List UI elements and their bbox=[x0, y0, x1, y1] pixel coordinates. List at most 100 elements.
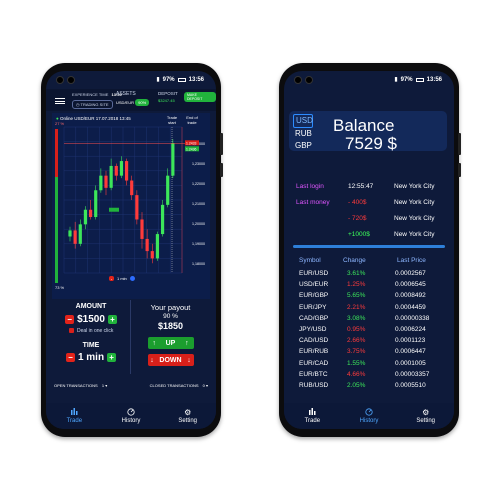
camera-icon bbox=[305, 76, 313, 84]
gear-icon: ⚙ bbox=[422, 407, 430, 417]
amount-value[interactable]: $1500 bbox=[77, 314, 105, 325]
trading-site-button[interactable]: ◷ TRADING SITE bbox=[72, 100, 113, 109]
quote-row[interactable]: EUR/USD 3.61% 0.0002567 bbox=[291, 269, 451, 280]
quote-row[interactable]: USD/EUR 1.25% 0.0006545 bbox=[291, 280, 451, 291]
arrow-up-icon: ↑ bbox=[152, 339, 156, 347]
quote-price: 0.0001005 bbox=[395, 359, 426, 367]
candle-body bbox=[135, 195, 139, 220]
y-tick-label: 1,20000 bbox=[192, 222, 205, 226]
nav-setting-label: Setting bbox=[178, 418, 198, 424]
currency-gbp[interactable]: GBP bbox=[295, 141, 312, 150]
candle-body bbox=[68, 230, 72, 237]
nav-history[interactable]: History bbox=[341, 403, 398, 429]
menu-icon[interactable] bbox=[55, 98, 65, 104]
bottom-nav: Trade History ⚙ Setting bbox=[284, 403, 454, 429]
time-minus-button[interactable]: − bbox=[65, 353, 75, 362]
quote-row[interactable]: RUB/USD 2.05% 0.0005510 bbox=[291, 381, 451, 392]
balance-screen: ▮ 97% 13:56 USD RUB GBP Balance 7529 $ L… bbox=[284, 71, 454, 429]
candle-body bbox=[124, 161, 129, 181]
quotes-header: Symbol Change Last Price bbox=[291, 255, 451, 269]
quote-row[interactable]: EUR/CAD 1.55% 0.0001005 bbox=[291, 359, 451, 370]
time-plus-button[interactable]: + bbox=[107, 353, 117, 362]
quote-row[interactable]: EUR/RUB 3.75% 0.0006447 bbox=[291, 347, 451, 358]
history-row: Last login 12:55:47 New York City bbox=[296, 180, 451, 196]
candles-icon bbox=[70, 408, 78, 416]
currency-usd[interactable]: USD bbox=[293, 114, 313, 128]
battery-icon bbox=[177, 77, 186, 82]
quote-symbol: USD/EUR bbox=[299, 281, 329, 289]
amount-plus-button[interactable]: + bbox=[107, 315, 117, 324]
quote-price: 0.0001123 bbox=[395, 337, 426, 345]
volume-button bbox=[220, 133, 223, 155]
quote-change: 3.61% bbox=[347, 270, 366, 277]
nav-trade-label: Trade bbox=[304, 418, 321, 424]
quote-change: 3.08% bbox=[347, 314, 366, 322]
candle-body bbox=[104, 175, 108, 188]
candles-icon bbox=[308, 408, 316, 416]
phone-balance: ▮ 97% 13:56 USD RUB GBP Balance 7529 $ L… bbox=[279, 63, 461, 437]
quote-change: 3.75% bbox=[347, 348, 366, 356]
balance-value: 7529 $ bbox=[345, 134, 397, 153]
candlestick-chart[interactable]: 1,240001,230001,220001,210001,200001,190… bbox=[52, 113, 210, 299]
candle-body bbox=[145, 238, 149, 252]
assets-label: ASSETS bbox=[116, 91, 136, 97]
amount-column: AMOUNT − $1500 + Deal in one click TIME … bbox=[52, 300, 131, 374]
header-last-price: Last Price bbox=[397, 257, 426, 264]
deposit-value: $3247.45 bbox=[158, 98, 175, 103]
deposit-label: DEPOSIT bbox=[158, 91, 178, 96]
up-button[interactable]: ↑ UP ↑ bbox=[147, 337, 194, 349]
closed-transactions-label: CLOSED TRANSACTIONS bbox=[149, 383, 199, 388]
quote-row[interactable]: CAD/USD 2.66% 0.0001123 bbox=[291, 336, 451, 347]
candle-body bbox=[114, 165, 118, 176]
amount-minus-button[interactable]: − bbox=[65, 315, 75, 324]
online-dot-icon: ● bbox=[56, 116, 59, 121]
quote-symbol: JPY/USD bbox=[299, 325, 327, 333]
quote-price: 0.0004459 bbox=[395, 303, 426, 311]
closed-transactions-count: 0 bbox=[202, 383, 205, 388]
timer-label: 1 min bbox=[117, 276, 127, 281]
quote-symbol: EUR/JPY bbox=[299, 303, 327, 311]
battery-percent: 97% bbox=[162, 76, 175, 83]
history-amount: +1000$ bbox=[348, 231, 370, 238]
currency-rub[interactable]: RUB bbox=[295, 129, 312, 138]
status-bar: ▮ 97% 13:56 bbox=[46, 71, 216, 89]
quote-row[interactable]: EUR/BTC 4.66% 0.00003357 bbox=[291, 370, 451, 381]
history-city: New York City bbox=[394, 215, 435, 222]
deal-checkbox[interactable] bbox=[68, 328, 74, 334]
open-transactions-count: 1 bbox=[101, 383, 105, 388]
asset-value[interactable]: USD/EUR bbox=[116, 100, 135, 105]
quote-symbol: CAD/GBP bbox=[299, 314, 329, 322]
down-button[interactable]: ↓ DOWN ↓ bbox=[147, 354, 194, 366]
nav-setting[interactable]: ⚙ Setting bbox=[397, 403, 454, 429]
quote-change: 4.66% bbox=[347, 370, 366, 378]
nav-trade[interactable]: Trade bbox=[284, 403, 341, 429]
candle-body bbox=[83, 209, 88, 225]
open-transactions-tab[interactable]: OPEN TRANSACTIONS 1 ▾ bbox=[54, 383, 107, 393]
quote-row[interactable]: EUR/JPY 2.21% 0.0004459 bbox=[291, 303, 451, 314]
timer-minus-button[interactable]: - bbox=[109, 275, 114, 281]
nav-history[interactable]: History bbox=[103, 403, 160, 429]
nav-trade[interactable]: Trade bbox=[46, 403, 103, 429]
gear-icon: ⚙ bbox=[184, 407, 192, 417]
deal-label: Deal in one click bbox=[76, 328, 114, 334]
quote-row[interactable]: JPY/USD 0.95% 0.0006224 bbox=[291, 325, 451, 336]
percent-top: 27 % bbox=[55, 121, 65, 126]
timer-plus-button[interactable] bbox=[129, 276, 135, 281]
gauge-icon bbox=[127, 408, 135, 416]
camera-icon bbox=[67, 76, 75, 84]
up-label: UP bbox=[165, 339, 176, 347]
y-tick-label: 1,22000 bbox=[192, 182, 205, 186]
chart-title: Online USD/EUR 17.07.2018 13:45 bbox=[59, 116, 131, 121]
candle-body bbox=[88, 209, 93, 218]
quote-symbol: EUR/CAD bbox=[299, 359, 329, 367]
quote-symbol: EUR/BTC bbox=[299, 370, 328, 378]
time-value[interactable]: 1 min bbox=[77, 352, 105, 363]
quote-row[interactable]: EUR/GBP 5.65% 0.0008492 bbox=[291, 291, 451, 302]
nav-setting[interactable]: ⚙ Setting bbox=[159, 403, 216, 429]
candle-body bbox=[73, 230, 77, 244]
quote-row[interactable]: CAD/GBP 3.08% 0.00000338 bbox=[291, 314, 451, 325]
price-tag-buy-text: 1.2436 bbox=[186, 147, 196, 151]
closed-transactions-tab[interactable]: CLOSED TRANSACTIONS 0 ▾ bbox=[150, 383, 208, 393]
make-deposit-button[interactable]: MAKE DEPOSIT bbox=[184, 92, 216, 102]
payout-label: Your payout bbox=[150, 303, 191, 312]
